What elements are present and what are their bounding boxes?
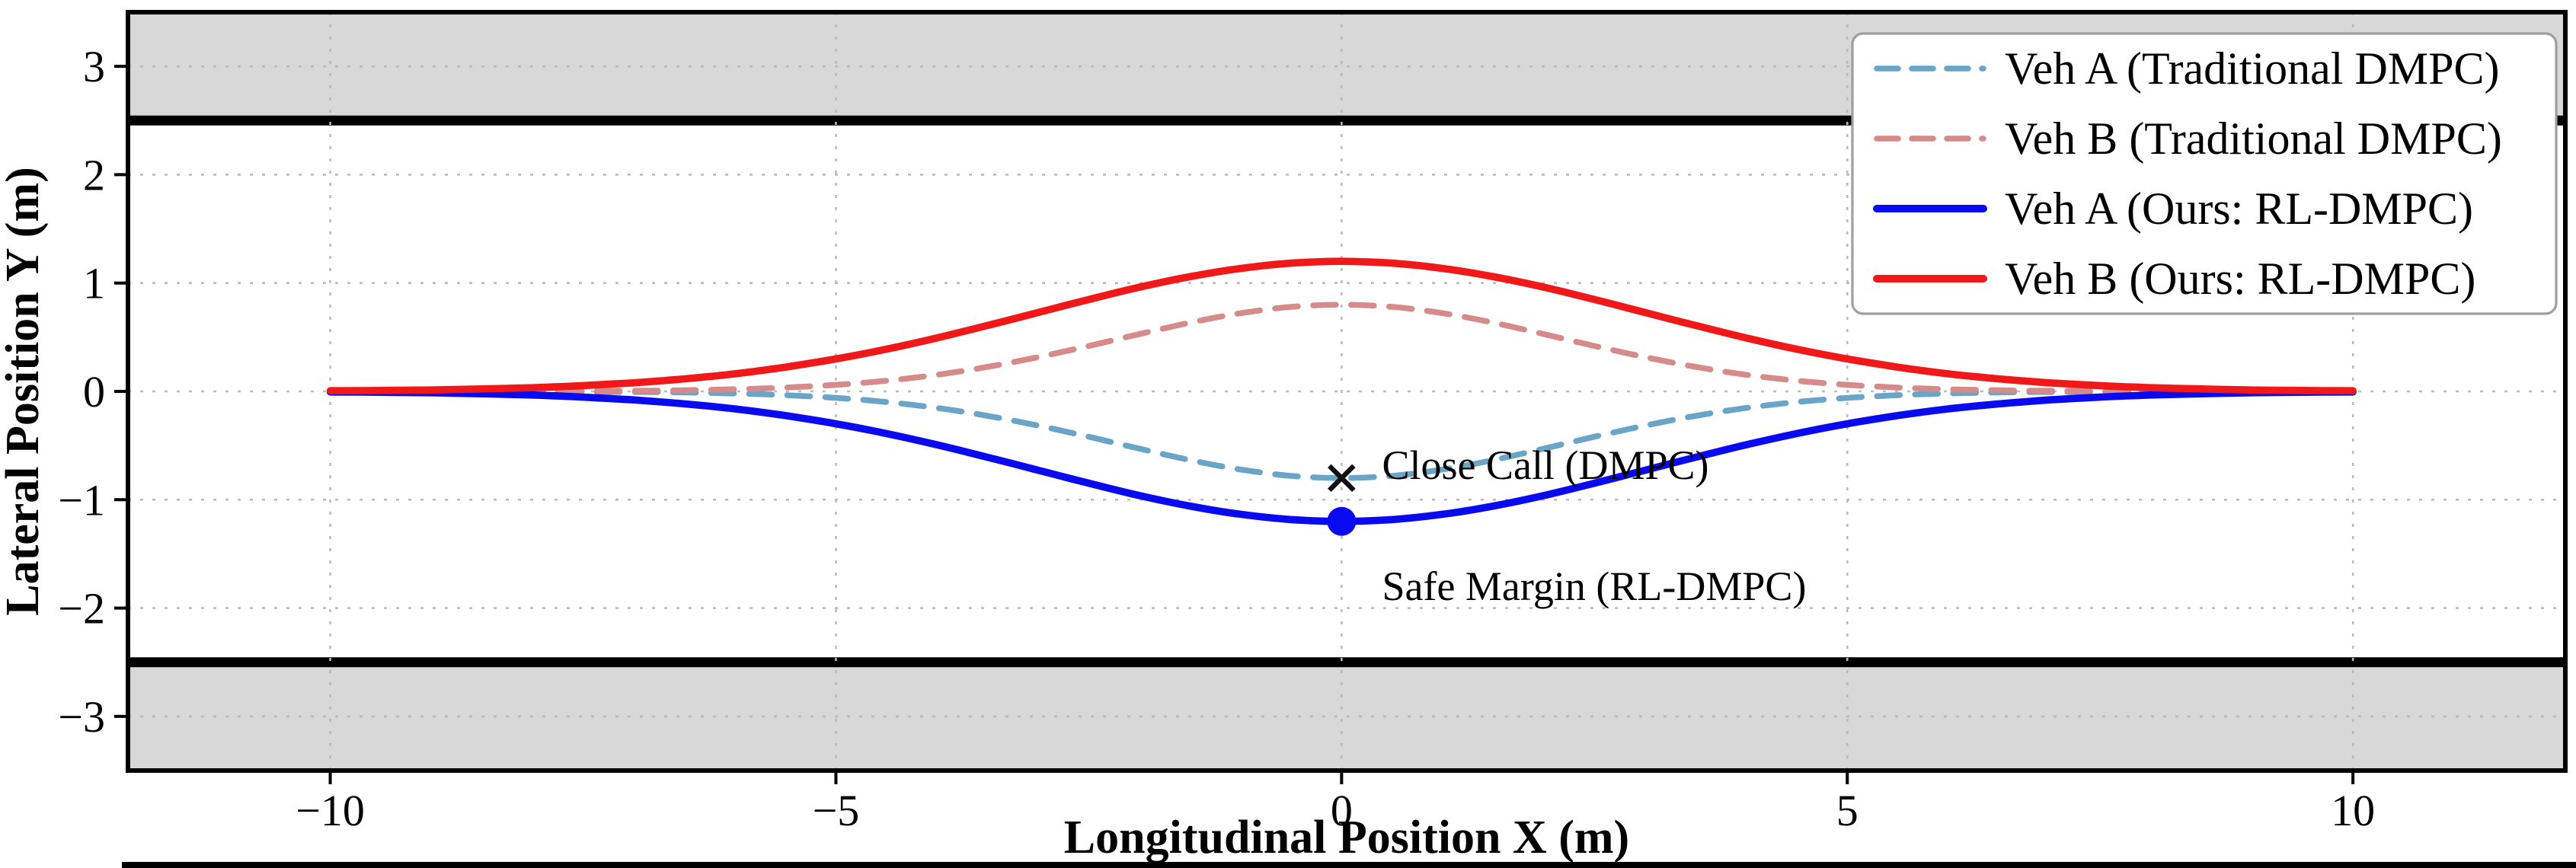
x-tick-label: 0 bbox=[1331, 786, 1353, 835]
annotation-text: Safe Margin (RL-DMPC) bbox=[1382, 563, 1806, 609]
x-tick-label: 5 bbox=[1836, 786, 1858, 835]
y-tick-label: −3 bbox=[58, 692, 105, 742]
y-tick-label: 1 bbox=[83, 259, 105, 308]
axes-border bbox=[126, 10, 2568, 773]
annotation-layer: Close Call (DMPC) Safe Margin (RL-DMPC) bbox=[1327, 442, 1806, 609]
legend-entry-label: Veh B (Traditional DMPC) bbox=[2005, 113, 2502, 164]
legend: Veh A (Traditional DMPC) Veh B (Tradition… bbox=[1851, 32, 2558, 315]
legend-entry-label: Veh A (Ours: RL-DMPC) bbox=[2005, 183, 2473, 234]
annotation-text: Close Call (DMPC) bbox=[1382, 442, 1708, 488]
y-tick-label: −1 bbox=[58, 475, 105, 525]
legend-entry-label: Veh B (Ours: RL-DMPC) bbox=[2005, 254, 2475, 304]
y-tick-label: 0 bbox=[83, 367, 105, 416]
x-axis-label: Longitudinal Position X (m) bbox=[1064, 812, 1629, 863]
y-axis-label: Lateral Position Y (m) bbox=[0, 167, 49, 615]
y-tick-label: 3 bbox=[83, 42, 105, 91]
close-call-x-marker bbox=[1328, 464, 1356, 493]
bottom-crop-edge bbox=[122, 862, 2576, 868]
y-tick-label: −2 bbox=[58, 584, 105, 633]
trajectory-solid bbox=[326, 257, 2357, 394]
legend-entry-label: Veh A (Traditional DMPC) bbox=[2005, 43, 2500, 94]
x-tick-label: 10 bbox=[2331, 786, 2375, 835]
trajectory-dashed bbox=[327, 302, 2356, 394]
x-tick-label: −5 bbox=[813, 786, 860, 835]
x-tick-label: −10 bbox=[296, 786, 365, 835]
safe-margin-dot-marker bbox=[1327, 506, 1357, 536]
y-tick-label: 2 bbox=[83, 150, 105, 199]
legend-box bbox=[1851, 32, 2558, 315]
